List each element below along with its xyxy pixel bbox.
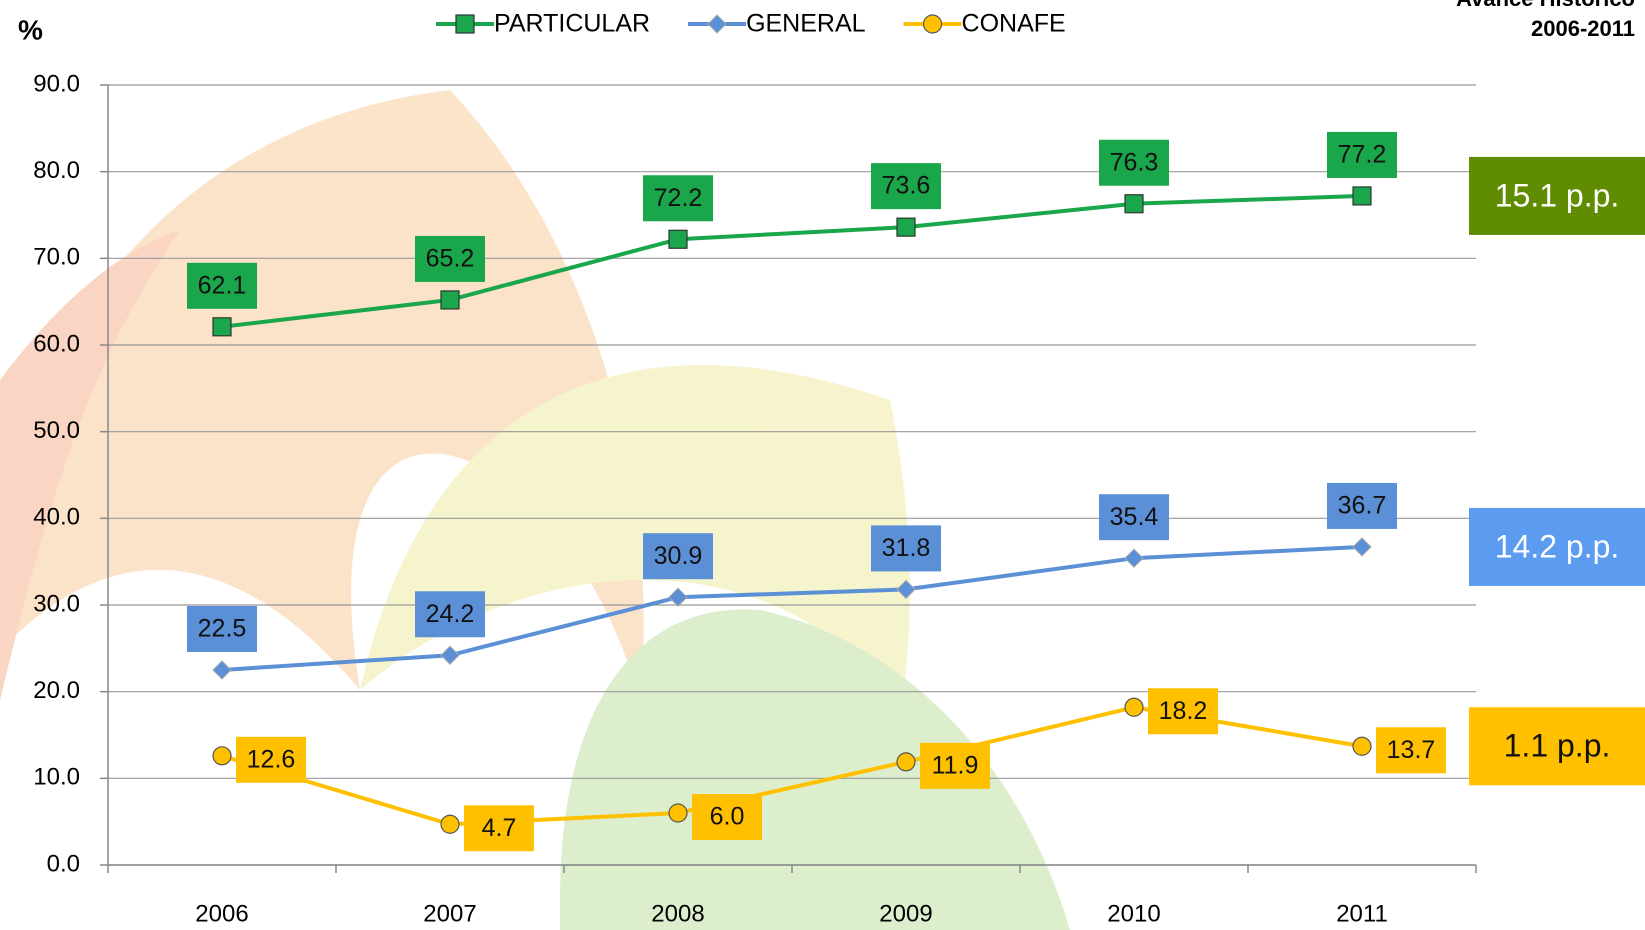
data-label-box [1099,494,1169,541]
data-label: 65.2 [426,245,475,273]
data-label: 12.6 [247,745,296,773]
arc [0,230,180,700]
legend-marker [922,14,943,34]
marker [1352,537,1372,557]
data-label-box [920,742,990,789]
x-tick-label: 2009 [879,900,932,927]
x-tick-label: 2007 [423,900,476,927]
y-tick-label: 10.0 [33,764,80,791]
marker [212,317,232,337]
marker [1124,548,1144,568]
data-label: 11.9 [932,751,979,779]
data-label-box [871,163,941,210]
marker [440,290,460,310]
data-label-box [236,736,306,783]
data-label-box [415,235,485,282]
arc [0,90,644,700]
y-tick-label: 0.0 [47,850,80,877]
y-tick-label: 60.0 [33,330,80,357]
data-label-box [1327,131,1397,178]
arc [560,609,1070,930]
legend-marker [455,14,475,34]
annotation: 14.2 p.p. [1495,528,1620,564]
data-label-box [187,262,257,309]
annotation: 1.1 p.p. [1504,728,1611,764]
annotation: 15.1 p.p. [1495,177,1620,213]
data-label: 76.3 [1110,148,1159,176]
y-tick-label: 20.0 [33,677,80,704]
marker [440,645,460,665]
marker [896,579,916,600]
legend-label: GENERAL [746,10,866,38]
data-label-box [464,805,534,852]
annotation-box [1469,507,1645,586]
chart-subtitle: 2006-2011 [1531,16,1635,41]
data-label: 24.2 [426,600,475,628]
data-label: 31.8 [882,534,931,562]
legend-label: PARTICULAR [494,10,650,38]
data-label-box [643,175,713,222]
y-tick-label: 50.0 [33,417,80,444]
y-tick-label: 80.0 [33,157,80,184]
marker [896,752,916,772]
marker [1352,736,1372,756]
data-label: 36.7 [1338,492,1387,520]
data-label-box [187,606,257,652]
marker [668,229,688,249]
arc [360,365,910,720]
marker [440,814,460,834]
data-label: 30.9 [654,542,703,570]
data-label-box [1327,482,1397,529]
annotation-box [1469,707,1645,786]
chart-title: Avance Histórico [1456,0,1635,11]
data-label-box [643,533,713,580]
data-label-box [871,525,941,572]
data-label-box [415,591,485,638]
data-label: 77.2 [1338,141,1387,169]
marker [896,217,916,237]
marker [1124,194,1144,214]
series-line [221,193,1363,329]
marker [1124,697,1144,717]
marker [212,660,232,680]
data-label-box [1148,688,1218,735]
data-label: 13.7 [1387,736,1436,764]
annotation-box [1469,156,1645,235]
data-label: 73.6 [882,172,931,200]
data-label: 35.4 [1110,503,1159,531]
data-label-box [1099,139,1169,186]
data-label: 18.2 [1159,697,1208,725]
marker [1352,186,1372,206]
legend: PARTICULAR GENERAL CONAFE [436,10,1066,38]
y-axis-label: % [18,14,43,45]
data-label: 4.7 [482,814,517,842]
background-decoration [0,90,1070,930]
marker [212,746,232,766]
data-label: 22.5 [198,615,247,643]
data-label: 6.0 [710,803,745,831]
legend-label: CONAFE [962,10,1066,38]
y-tick-label: 90.0 [33,70,80,97]
marker [668,587,688,607]
x-tick-label: 2010 [1107,900,1160,927]
x-tick-label: 2008 [651,900,704,927]
data-label-box [692,794,762,840]
y-tick-label: 30.0 [33,590,80,617]
data-label: 62.1 [198,271,247,299]
marker [668,803,688,823]
series-line [221,544,1363,672]
y-tick-label: 40.0 [33,504,80,531]
y-tick-label: 70.0 [33,244,80,271]
data-label: 72.2 [654,184,703,212]
x-tick-label: 2011 [1336,900,1388,927]
data-label-box [1376,727,1446,774]
legend-marker [707,14,727,34]
x-tick-label: 2006 [195,900,248,927]
